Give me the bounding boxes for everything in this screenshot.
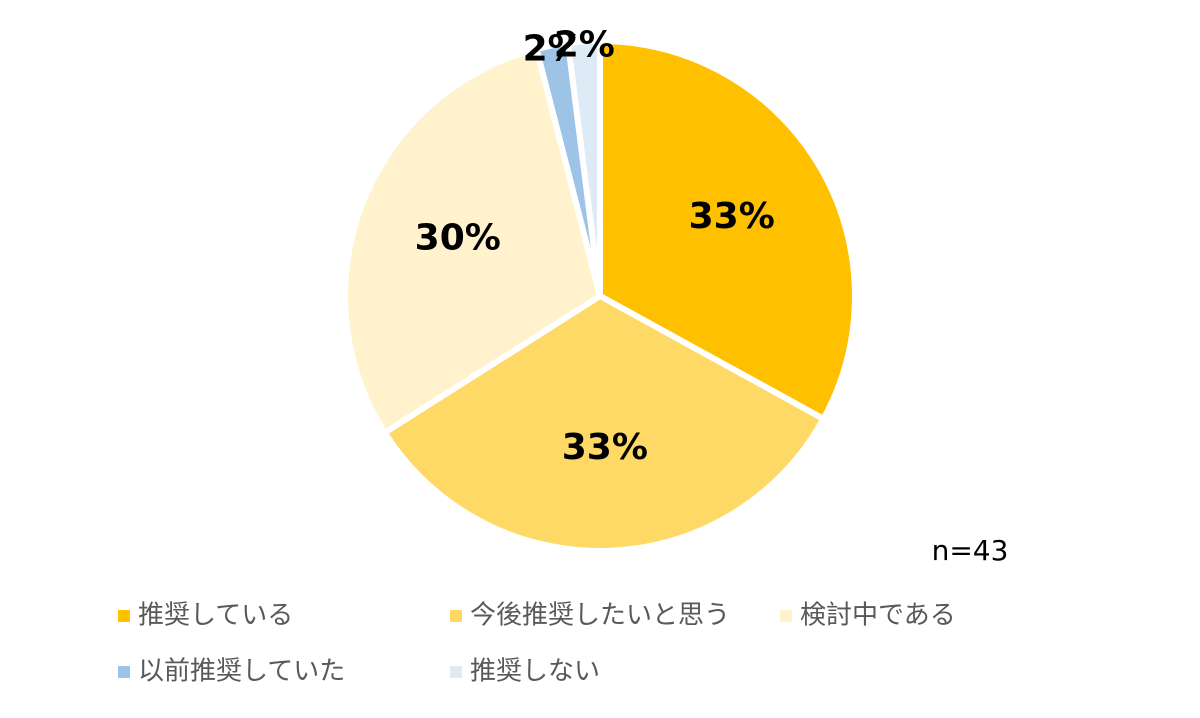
- pie-slice: [380, 292, 828, 554]
- legend-swatch: [450, 666, 462, 678]
- annotation: n=43: [932, 534, 1009, 567]
- data-label: 30%: [415, 218, 501, 259]
- pie-slice: [342, 45, 604, 437]
- legend-label: 今後推奨したいと思う: [470, 601, 730, 631]
- legend-swatch: [450, 610, 462, 622]
- pie-slice: [564, 37, 603, 297]
- legend-swatch: [118, 610, 130, 622]
- legend-swatch: [780, 610, 792, 622]
- legend-label: 推奨しない: [470, 657, 600, 687]
- legend-swatch: [118, 666, 130, 678]
- data-label: 33%: [689, 196, 775, 237]
- legend-label: 推奨している: [138, 601, 293, 631]
- data-label: 2%: [554, 25, 615, 66]
- data-label: 33%: [562, 427, 648, 468]
- pie-slice: [597, 37, 858, 423]
- legend-label: 検討中である: [800, 601, 956, 631]
- legend-label: 以前推奨していた: [138, 657, 345, 687]
